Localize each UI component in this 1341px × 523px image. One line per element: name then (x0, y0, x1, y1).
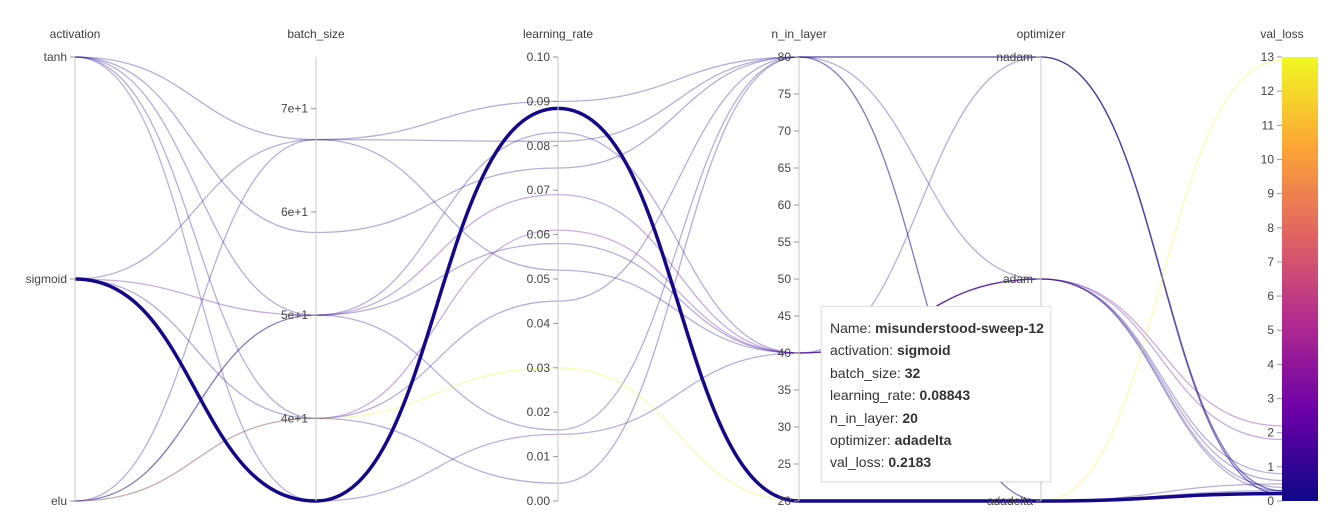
tooltip-value: 0.08843 (919, 387, 971, 404)
tick-label: elu (51, 494, 67, 508)
tick-label: 2 (1267, 426, 1274, 440)
axes-layer: activation tanh sigmoid elu batch_size 4e+1 5e… (26, 27, 1318, 508)
axis-activation[interactable]: activation tanh sigmoid elu (26, 27, 101, 508)
tick-label: 5 (1267, 323, 1274, 337)
tooltip-label: n_in_layer: (830, 409, 903, 426)
axis-learning_rate[interactable]: learning_rate 0.00 0.01 0.02 0.03 0.04 0.05 0.0… (523, 27, 593, 508)
tick-label: 0.02 (527, 405, 551, 419)
tooltip-row-learning-rate: learning_rate: 0.08843 (830, 384, 1042, 406)
tick-label: 0 (1267, 494, 1274, 508)
tooltip-row-batch-size: batch_size: 32 (830, 362, 1042, 384)
tooltip-label: Name: (830, 320, 876, 336)
tooltip-row-val-loss: val_loss: 0.2183 (830, 451, 1042, 473)
tick-label: 70 (778, 124, 792, 138)
colorbar (1282, 57, 1318, 501)
tick-label: 0.06 (527, 228, 551, 242)
tick-label: 4 (1267, 357, 1274, 371)
tick-label: 45 (778, 309, 792, 323)
tick-label: 10 (1261, 152, 1275, 166)
run-line[interactable] (74, 56, 1283, 482)
run-line[interactable] (74, 56, 1283, 492)
tick-label: 7 (1267, 255, 1274, 269)
highlighted-run-line[interactable] (74, 106, 1283, 503)
tooltip-row-n-in-layer: n_in_layer: 20 (830, 407, 1042, 429)
tooltip-value: 20 (902, 409, 918, 426)
tick-label: 20 (778, 494, 792, 508)
tick-label: 6 (1267, 289, 1274, 303)
tick-label: 50 (778, 272, 792, 286)
tick-label: 40 (778, 346, 792, 360)
run-lines-layer (74, 56, 1283, 503)
tick-label: 0.03 (527, 361, 551, 375)
tick-label: sigmoid (26, 272, 67, 286)
tooltip-value: adadelta (894, 431, 952, 448)
run-line[interactable] (74, 56, 1283, 502)
tick-label: 3 (1267, 392, 1274, 406)
axis-title: batch_size (287, 27, 345, 41)
tick-label: 55 (778, 235, 792, 249)
axis-batch_size[interactable]: batch_size 4e+1 5e+1 6e+1 7e+1 (281, 27, 345, 501)
axis-title: val_loss (1260, 27, 1303, 41)
tick-label: 1 (1267, 460, 1274, 474)
tick-label: 0.04 (527, 316, 551, 330)
tooltip-label: learning_rate: (830, 387, 920, 404)
tick-label: 0.00 (527, 494, 551, 508)
run-line[interactable] (74, 56, 1283, 502)
tick-label: 0.01 (527, 450, 551, 464)
tick-label: 5e+1 (281, 308, 308, 322)
tick-label: 4e+1 (281, 411, 308, 425)
run-line[interactable] (74, 56, 1283, 492)
tick-label: 0.10 (527, 50, 551, 64)
tooltip-value: misunderstood-sweep-12 (875, 320, 1044, 336)
tooltip-label: val_loss: (830, 454, 889, 471)
tick-label: adam (1003, 272, 1033, 286)
tick-label: tanh (44, 50, 67, 64)
axis-title: activation (50, 27, 101, 41)
run-line[interactable] (74, 56, 1283, 495)
tooltip-row-activation: activation: sigmoid (830, 339, 1042, 361)
tick-label: 60 (778, 198, 792, 212)
axis-title: learning_rate (523, 27, 593, 41)
tick-label: 11 (1262, 118, 1275, 132)
tick-label: 7e+1 (281, 102, 308, 116)
run-line[interactable] (74, 56, 1283, 502)
axis-title: optimizer (1017, 27, 1066, 41)
tooltip-label: activation: (830, 342, 897, 359)
tooltip-label: optimizer: (830, 431, 895, 448)
tick-label: 6e+1 (281, 205, 308, 219)
run-line[interactable] (74, 193, 1283, 441)
tick-label: 0.08 (527, 139, 551, 153)
tick-label: 0.05 (527, 272, 551, 286)
tooltip-value: sigmoid (896, 342, 951, 359)
tick-label: 0.09 (527, 94, 551, 108)
tick-label: 12 (1261, 84, 1275, 98)
axis-n_in_layer[interactable]: n_in_layer 20 25 30 35 40 45 50 55 60 65 70 75 80 (771, 27, 826, 508)
tick-label: 30 (778, 420, 792, 434)
run-line[interactable] (74, 59, 1283, 502)
tick-label: 80 (778, 50, 792, 64)
axis-title: n_in_layer (771, 27, 826, 41)
tick-label: 8 (1267, 221, 1274, 235)
run-tooltip: Name: misunderstood-sweep-12 activation:… (821, 306, 1051, 482)
tick-label: adadelta (987, 494, 1033, 508)
tooltip-row-optimizer: optimizer: adadelta (830, 429, 1042, 451)
run-line[interactable] (74, 56, 1283, 495)
tick-label: 13 (1261, 50, 1275, 64)
run-line[interactable] (74, 56, 1283, 502)
tick-label: 25 (778, 457, 792, 471)
tick-label: 0.07 (527, 183, 551, 197)
tooltip-label: batch_size: (830, 364, 905, 381)
tick-label: nadam (996, 50, 1033, 64)
tick-label: 65 (778, 161, 792, 175)
tooltip-value: 32 (904, 364, 921, 381)
tick-label: 9 (1267, 187, 1274, 201)
tick-label: 75 (778, 87, 792, 101)
tooltip-row-name: Name: misunderstood-sweep-12 (830, 317, 1044, 339)
tick-label: 35 (778, 383, 792, 397)
tooltip-value: 0.2183 (888, 454, 932, 471)
